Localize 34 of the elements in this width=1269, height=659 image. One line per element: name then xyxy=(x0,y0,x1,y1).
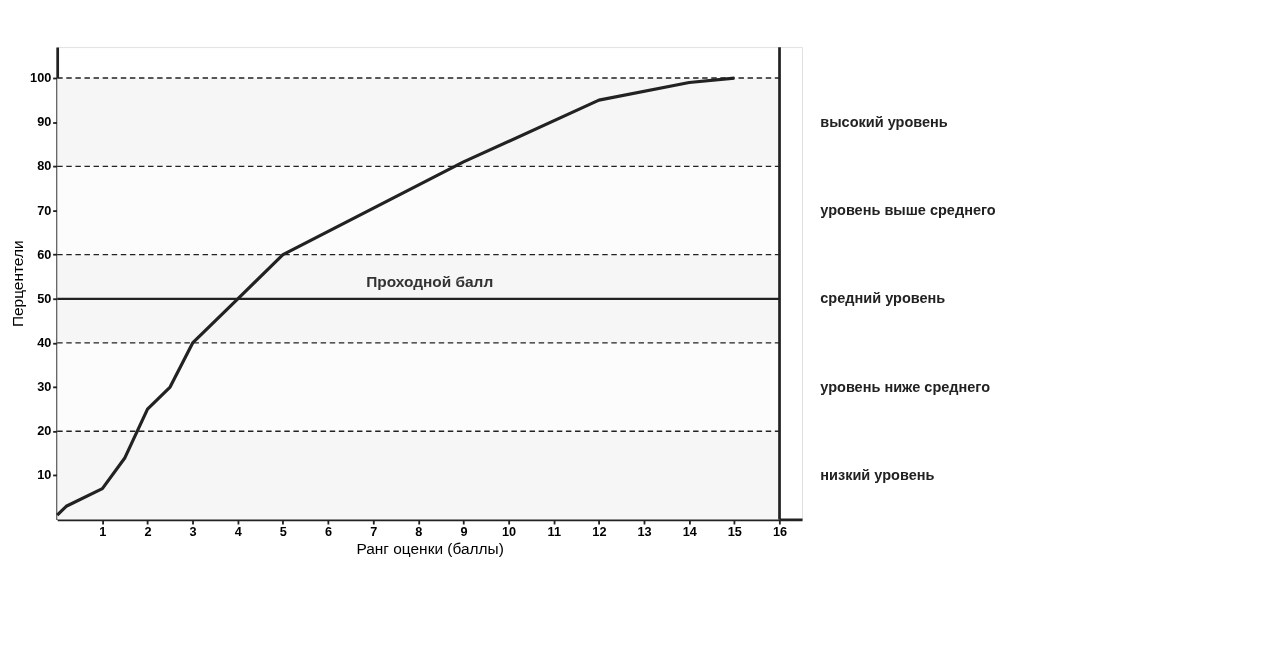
y-tick-label: 30 xyxy=(37,379,52,395)
x-tick-label: 11 xyxy=(547,524,561,540)
x-tick-label: 5 xyxy=(279,524,287,540)
band-label: уровень ниже среднего xyxy=(820,378,991,395)
band-label: уровень выше среднего xyxy=(820,202,996,219)
y-tick-label: 60 xyxy=(37,246,52,262)
x-tick-label: 15 xyxy=(727,524,742,540)
x-tick-label: 12 xyxy=(592,524,607,540)
band-label: низкий уровень xyxy=(820,466,935,483)
y-tick-label: 100 xyxy=(30,70,52,86)
y-tick-label: 10 xyxy=(37,467,52,483)
y-tick-label: 20 xyxy=(37,423,52,439)
x-tick-label: 7 xyxy=(370,524,378,540)
x-tick-label: 6 xyxy=(325,524,333,540)
y-tick-label: 50 xyxy=(37,290,52,306)
y-tick-label: 90 xyxy=(37,114,52,130)
x-tick-label: 2 xyxy=(144,524,152,540)
x-tick-label: 13 xyxy=(637,524,652,540)
ref-line-label: Проходной балл xyxy=(366,272,494,290)
band-label: средний уровень xyxy=(820,290,946,307)
x-tick-label: 4 xyxy=(234,524,242,540)
y-axis-title: Перцентели xyxy=(8,240,26,328)
y-tick-label: 80 xyxy=(37,158,52,174)
x-tick-label: 1 xyxy=(99,524,107,540)
y-tick-label: 70 xyxy=(37,202,52,218)
x-tick-label: 3 xyxy=(189,524,197,540)
x-tick-label: 16 xyxy=(772,524,788,540)
x-tick-label: 9 xyxy=(460,524,468,540)
x-axis-title: Ранг оценки (баллы) xyxy=(356,540,504,558)
band-label: высокий уровень xyxy=(820,113,948,130)
x-tick-label: 14 xyxy=(682,524,697,540)
y-tick-label: 40 xyxy=(37,335,52,351)
x-tick-label: 8 xyxy=(415,524,423,540)
x-tick-label: 10 xyxy=(502,524,517,540)
